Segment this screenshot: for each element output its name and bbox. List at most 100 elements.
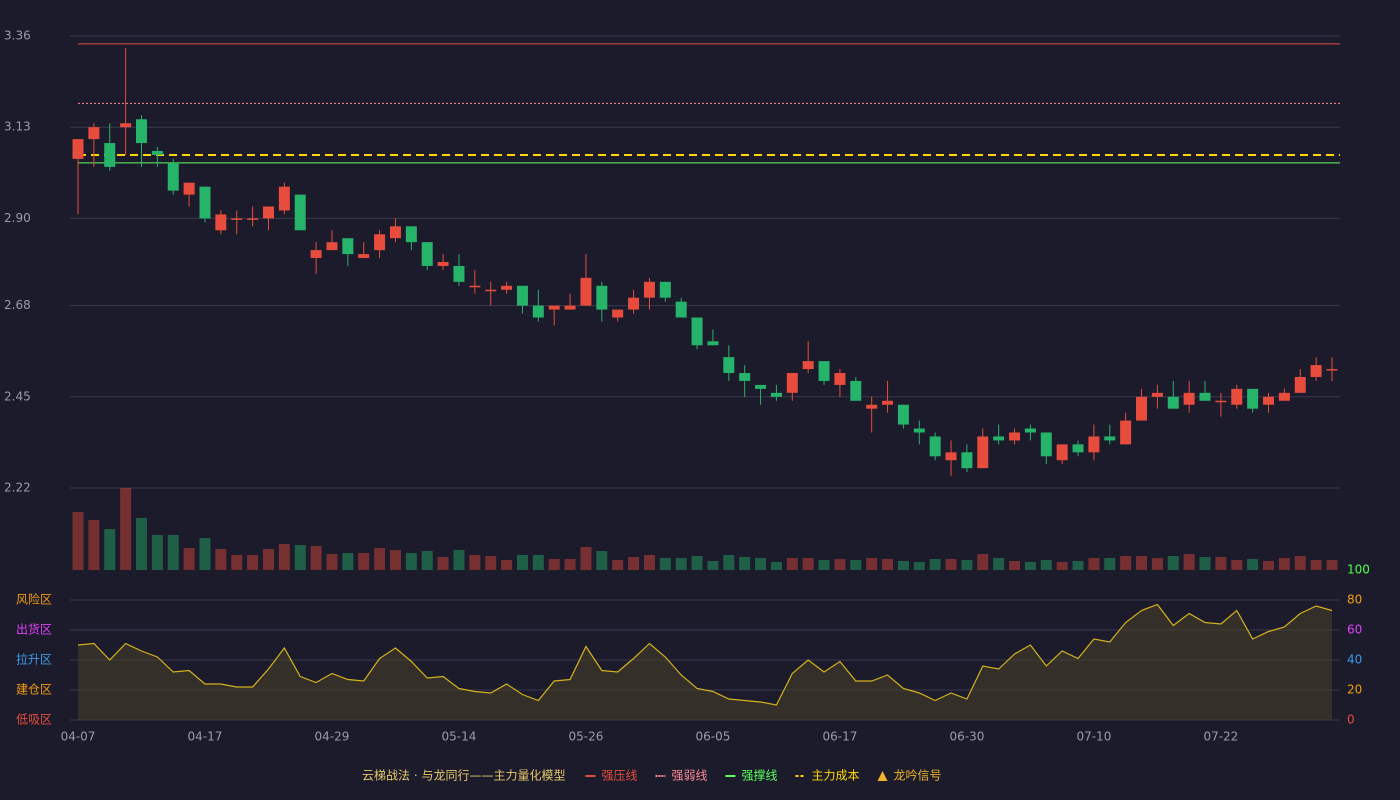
volume-bar xyxy=(691,556,703,570)
volume-bar xyxy=(151,535,163,570)
zone-label: 拉升区 xyxy=(16,652,52,667)
volume-bar xyxy=(993,558,1005,570)
zone-label: 建仓区 xyxy=(16,683,52,697)
candle-body xyxy=(405,226,417,243)
candle-body xyxy=(135,119,147,144)
legend-swatch xyxy=(877,771,888,781)
candle-body xyxy=(866,404,878,409)
volume-bar xyxy=(135,518,147,570)
candle-body xyxy=(72,139,84,159)
legend-label: 强撑线 xyxy=(741,768,777,783)
candle-body xyxy=(342,238,354,255)
candle-body xyxy=(88,127,100,140)
volume-bar xyxy=(675,558,687,570)
volume-bar xyxy=(1056,562,1068,570)
candle-body xyxy=(326,242,338,251)
volume-bar xyxy=(882,559,894,570)
volume-bar xyxy=(532,555,544,570)
volume-bar xyxy=(723,555,735,570)
candle-body xyxy=(453,265,465,282)
volume-bar xyxy=(834,559,846,570)
candle-body xyxy=(961,452,973,469)
volume-bar xyxy=(786,558,798,570)
candle-body xyxy=(485,289,497,292)
volume-bar xyxy=(659,558,671,570)
legend-label: 龙吟信号 xyxy=(894,768,942,783)
candle-body xyxy=(739,373,751,381)
volume-bar xyxy=(643,555,655,570)
candle-body xyxy=(675,301,687,318)
candle-body xyxy=(231,218,243,220)
volume-bar xyxy=(326,554,338,570)
candle-body xyxy=(977,436,989,469)
volume-bar xyxy=(1088,558,1100,570)
candle-body xyxy=(1326,369,1338,371)
candle-body xyxy=(1263,396,1275,405)
volume-bar xyxy=(596,551,608,570)
candle-body xyxy=(294,194,306,231)
candle-body xyxy=(1294,376,1306,393)
candle-body xyxy=(1310,365,1322,377)
candle-body xyxy=(929,436,941,457)
volume-bar xyxy=(1183,554,1195,570)
volume-bar xyxy=(1120,556,1132,570)
candle-body xyxy=(993,436,1005,441)
volume-bar xyxy=(215,549,227,570)
volume-bar xyxy=(485,556,497,570)
osc-area xyxy=(78,604,1332,720)
volume-bar xyxy=(1278,558,1290,570)
zone-label: 出货区 xyxy=(16,622,52,637)
candle-body xyxy=(850,380,862,401)
candle-body xyxy=(707,341,719,346)
candle-body xyxy=(548,305,560,310)
candle-body xyxy=(215,214,227,231)
volume-bar xyxy=(437,557,449,570)
osc-tick-label: 80 xyxy=(1347,593,1362,607)
osc-line xyxy=(77,603,1333,706)
y-tick-label: 3.13 xyxy=(4,120,31,134)
volume-bar xyxy=(1247,559,1259,570)
candle-body xyxy=(151,150,163,155)
candle-body xyxy=(374,234,386,251)
candle-body xyxy=(1024,428,1036,433)
volume-bar xyxy=(1009,561,1021,570)
volume-bar xyxy=(469,555,481,570)
candle-body xyxy=(1056,444,1068,461)
volume-bar xyxy=(374,548,386,570)
candle-body xyxy=(612,309,624,318)
volume-bar xyxy=(88,520,100,570)
volume-bar xyxy=(628,557,640,570)
x-tick-label: 04-29 xyxy=(315,730,350,744)
volume-bar xyxy=(104,529,116,570)
candle-body xyxy=(104,143,116,167)
volume-bar xyxy=(1151,558,1163,570)
candle-body xyxy=(199,186,211,219)
volume-bar xyxy=(802,558,814,570)
volume-bar xyxy=(183,548,195,570)
volume-bar xyxy=(199,538,211,570)
y-tick-label: 2.68 xyxy=(4,298,31,312)
volume-bar xyxy=(1136,556,1148,570)
candle-body xyxy=(596,285,608,310)
volume-bar xyxy=(612,560,624,570)
candle-body xyxy=(1040,432,1052,457)
candle-body xyxy=(913,428,925,433)
candle-body xyxy=(1231,388,1243,405)
volume-bar xyxy=(231,555,243,570)
volume-bar xyxy=(564,559,576,570)
volume-bar xyxy=(453,550,465,570)
volume-bar xyxy=(961,560,973,570)
volume-bar xyxy=(358,553,370,570)
volume-bar xyxy=(1263,561,1275,570)
y-tick-label: 2.45 xyxy=(4,389,31,403)
volume-bar xyxy=(310,546,322,570)
candle-body xyxy=(183,182,195,195)
volume-bar xyxy=(72,512,84,570)
candle-body xyxy=(1151,392,1163,397)
candle-body xyxy=(897,404,909,425)
x-tick-label: 05-14 xyxy=(442,730,477,744)
candle-body xyxy=(643,281,655,298)
candle-body xyxy=(659,281,671,298)
candle-body xyxy=(834,373,846,385)
